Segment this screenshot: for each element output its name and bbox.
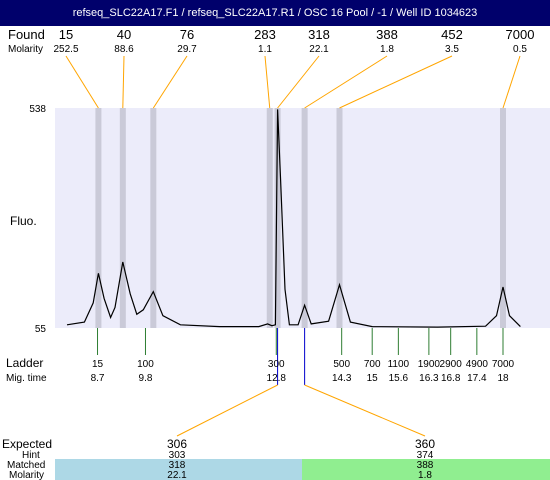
window-title: refseq_SLC22A17.F1 / refseq_SLC22A17.R1 … [0, 0, 550, 26]
hint-value: 374 [417, 450, 434, 461]
found-connector-line [264, 55, 271, 109]
ladder-time-label: 15.6 [389, 373, 409, 384]
matched-value: 318 [169, 460, 186, 471]
ladder-time-label: 16.3 [419, 373, 439, 384]
found-size-label: 452 [441, 27, 463, 42]
ladder-size-label: 100 [137, 359, 154, 370]
found-molarity-label: 22.1 [309, 44, 329, 55]
peak-band [95, 108, 102, 328]
hint-heading: Hint [22, 450, 40, 461]
fluo-axis-label: Fluo. [10, 214, 37, 228]
expected-connector-line [176, 384, 278, 437]
found-size-label: 15 [59, 27, 73, 42]
found-heading: Found [8, 27, 45, 42]
ladder-size-label: 2900 [440, 359, 463, 370]
ladder-time-label: 16.8 [441, 373, 461, 384]
found-molarity-label: 252.5 [53, 44, 78, 55]
ladder-time-label: 17.4 [467, 373, 487, 384]
ladder-size-label: 1900 [418, 359, 441, 370]
found-connector-line [152, 55, 188, 109]
ladder-size-label: 4900 [466, 359, 489, 370]
mig-time-heading: Mig. time [6, 373, 47, 384]
found-connector-line [339, 55, 453, 109]
found-size-label: 76 [180, 27, 194, 42]
y-tick-label: 538 [29, 104, 46, 115]
matched-molarity-value: 22.1 [167, 470, 187, 480]
peak-band [336, 108, 343, 328]
matched-value: 388 [417, 460, 434, 471]
found-molarity-label: 88.6 [114, 44, 134, 55]
expected-heading: Expected [2, 437, 52, 451]
found-connector-line [502, 55, 521, 109]
ladder-time-label: 15 [367, 373, 379, 384]
matched-background [55, 459, 302, 480]
found-molarity-label: 0.5 [513, 44, 527, 55]
ladder-size-label: 7000 [492, 359, 515, 370]
matched-background [302, 459, 550, 480]
molarity-bottom-heading: Molarity [9, 470, 44, 480]
molarity-heading: Molarity [8, 44, 43, 55]
peak-band [301, 108, 308, 328]
ladder-size-label: 1100 [388, 359, 410, 370]
found-connector-line [277, 55, 320, 109]
found-molarity-label: 1.8 [380, 44, 394, 55]
found-molarity-label: 1.1 [258, 44, 272, 55]
found-size-label: 7000 [506, 27, 535, 42]
y-tick-label: 55 [35, 324, 47, 335]
peak-band [119, 108, 126, 328]
found-connector-line [65, 55, 99, 109]
peak-band [274, 108, 281, 328]
matched-molarity-value: 1.8 [418, 470, 432, 480]
found-molarity-label: 3.5 [445, 44, 459, 55]
peak-band [500, 108, 506, 328]
matched-heading: Matched [7, 460, 45, 471]
found-size-label: 318 [308, 27, 330, 42]
found-molarity-label: 29.7 [177, 44, 197, 55]
found-connector-line [122, 55, 125, 109]
peak-band [266, 108, 273, 328]
ladder-time-label: 18 [497, 373, 509, 384]
found-size-label: 388 [376, 27, 398, 42]
hint-value: 303 [169, 450, 186, 461]
expected-connector-line [304, 384, 426, 437]
peak-band [150, 108, 157, 328]
ladder-size-label: 300 [268, 359, 285, 370]
expected-size-label: 306 [167, 437, 187, 451]
ladder-size-label: 700 [364, 359, 381, 370]
expected-size-label: 360 [415, 437, 435, 451]
ladder-time-label: 9.8 [139, 373, 153, 384]
ladder-time-label: 14.3 [332, 373, 352, 384]
ladder-time-label: 12.8 [267, 373, 287, 384]
found-size-label: 283 [254, 27, 276, 42]
ladder-heading: Ladder [6, 356, 43, 370]
ladder-time-label: 8.7 [91, 373, 105, 384]
ladder-size-label: 15 [92, 359, 104, 370]
fluorescence-trace [66, 109, 521, 328]
ladder-size-label: 500 [333, 359, 350, 370]
found-connector-line [304, 55, 388, 109]
found-size-label: 40 [117, 27, 131, 42]
